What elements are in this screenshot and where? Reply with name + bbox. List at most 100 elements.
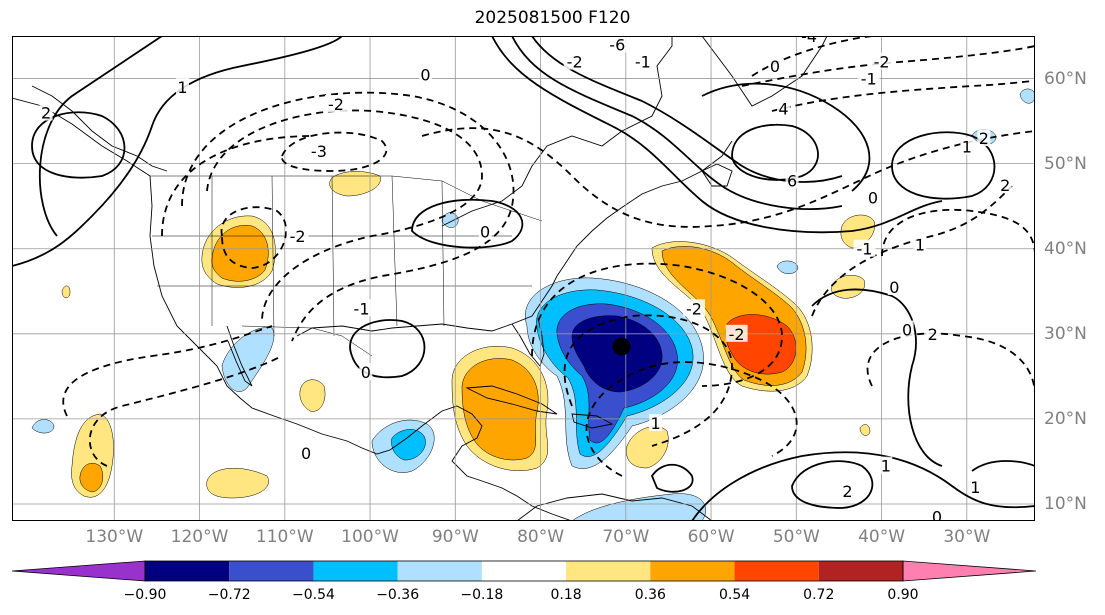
contour-negative — [421, 127, 1035, 228]
colorbar-tick-label: −0.72 — [207, 587, 251, 603]
positive-anomaly-region — [859, 424, 871, 436]
contour-negative — [741, 45, 1035, 87]
colorbar-extend-high — [902, 560, 1037, 582]
positive-anomaly-region — [461, 358, 539, 461]
contour-negative — [866, 332, 1035, 397]
coastline-gulf-coast — [296, 275, 558, 337]
coastline-baja — [226, 325, 253, 387]
contour-label: 1 — [651, 414, 661, 433]
contour-negative — [585, 361, 798, 477]
contour-label-background — [39, 103, 53, 121]
colorbar-tick-label: 0.90 — [887, 587, 919, 603]
contour-label: -2 — [874, 53, 890, 72]
contour-label-background — [887, 278, 901, 296]
longitude-label: 40°W — [858, 527, 906, 547]
contour-label-background — [960, 137, 974, 155]
map-frame — [12, 36, 1035, 521]
positive-anomaly-region — [329, 171, 381, 197]
longitude-label: 110°W — [255, 527, 314, 547]
longitude-label: 30°W — [943, 527, 991, 547]
contour-label: 2 — [1000, 176, 1010, 195]
contour-label: -6 — [609, 36, 625, 55]
contour-label: -1 — [857, 240, 873, 259]
coastline-cuba — [465, 385, 558, 415]
contour-label: 1 — [962, 138, 972, 157]
colorbar-segment — [145, 561, 230, 581]
contour-negative — [62, 325, 273, 417]
colorbar-segment — [481, 561, 567, 581]
latitude-label: 40°N — [1044, 238, 1087, 259]
contour-negative — [281, 131, 388, 172]
contour-negative — [751, 36, 873, 77]
negative-anomaly-region — [31, 419, 55, 434]
longitude-label: 130°W — [85, 527, 144, 547]
negative-anomaly-region — [776, 260, 799, 274]
contour-label: 0 — [301, 444, 311, 463]
contour-positive — [511, 36, 843, 210]
contour-label: -2 — [290, 227, 306, 246]
contour-label: 2 — [979, 129, 989, 148]
contour-label-background — [768, 56, 782, 74]
positive-anomaly-region — [626, 426, 669, 469]
contour-label: -1 — [354, 299, 370, 318]
contour-label: -2 — [567, 53, 583, 72]
contour-label-background — [913, 235, 927, 253]
longitude-label: 70°W — [602, 527, 650, 547]
contour-positive — [12, 36, 343, 267]
contour-label: -2 — [328, 95, 344, 114]
contour-label: -1 — [861, 70, 877, 89]
colorbar-tick-label: 0.72 — [803, 587, 835, 603]
contour-label: -1 — [635, 53, 651, 72]
contour-label-background — [866, 188, 880, 206]
longitude-label: 100°W — [341, 527, 399, 547]
contour-label-background — [631, 52, 654, 70]
colorbar — [11, 560, 1037, 582]
contour-label: 0 — [420, 65, 430, 84]
contour-negative — [811, 185, 1013, 317]
contour-label-background — [683, 299, 705, 317]
contour-positive — [411, 198, 524, 249]
contour-label-background — [853, 239, 876, 257]
colorbar-frame — [144, 560, 904, 582]
contour-label: 0 — [932, 508, 942, 521]
contour-label: -2 — [686, 299, 702, 318]
contour-label-background — [176, 78, 189, 96]
contour-label: 1 — [970, 478, 980, 497]
contour-label: -2 — [729, 325, 745, 344]
contour-label-background — [299, 443, 313, 461]
coastline-florida — [511, 317, 545, 367]
positive-anomaly-region — [61, 285, 71, 299]
contour-label: 4 — [778, 99, 788, 118]
contour-label-background — [785, 171, 799, 189]
contour-label-background — [563, 52, 586, 70]
contour-label-background — [606, 36, 629, 53]
positive-anomaly-region — [79, 463, 103, 493]
colorbar-segment — [734, 561, 819, 581]
positive-anomaly-region — [206, 467, 269, 499]
colorbar-segment — [313, 561, 398, 581]
contour-label-background — [478, 222, 492, 240]
map-title: 2025081500 F120 — [474, 8, 631, 28]
contour-label: 6 — [787, 172, 797, 191]
contour-label: 1 — [881, 457, 891, 476]
anomaly-shading — [31, 88, 1035, 521]
contour-negative — [531, 262, 783, 387]
coastline-newfoundland — [701, 163, 733, 187]
colorbar-extend-low — [11, 560, 146, 582]
latitude-label: 50°N — [1044, 153, 1087, 174]
contour-label: 0 — [770, 57, 780, 76]
contour-label-background — [307, 141, 330, 159]
colorbar-segment — [818, 561, 903, 581]
negative-anomaly-region — [1019, 88, 1035, 104]
coastlines — [12, 36, 828, 521]
negative-anomaly-region — [221, 327, 275, 392]
contour-label-background — [777, 99, 791, 117]
contour-negative — [161, 135, 313, 237]
contour-negative — [220, 206, 287, 269]
contour-label-background — [930, 507, 944, 521]
contour-negative — [88, 355, 283, 467]
contour-label-background — [418, 65, 432, 83]
colorbar-tick-label: 0.18 — [550, 587, 582, 603]
